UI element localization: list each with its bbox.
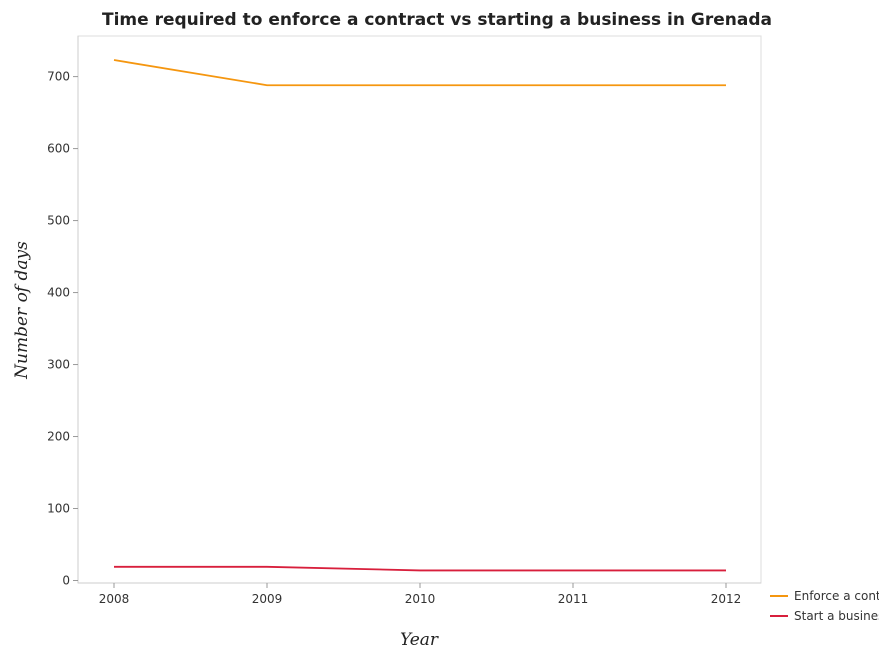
x-axis: 2008 2009 2010 2011 2012 <box>78 582 761 606</box>
y-tick-label: 200 <box>47 430 70 444</box>
y-tick-label: 600 <box>47 142 70 156</box>
x-tick-label: 2008 <box>99 592 130 606</box>
series-layer <box>113 59 727 572</box>
x-tick-label: 2012 <box>711 592 742 606</box>
y-tick-label: 400 <box>47 286 70 300</box>
y-axis-label: Number of days <box>12 241 32 380</box>
plot-area <box>77 35 762 584</box>
chart-title: Time required to enforce a contract vs s… <box>102 10 772 30</box>
y-tick-label: 500 <box>47 214 70 228</box>
x-axis-label: Year <box>400 630 439 650</box>
legend-label: Start a business <box>794 609 879 623</box>
y-tick-label: 0 <box>62 574 70 588</box>
x-tick-label: 2011 <box>558 592 589 606</box>
y-tick-label: 700 <box>47 70 70 84</box>
y-axis: 0 100 200 300 400 500 600 700 <box>47 36 79 588</box>
x-tick-label: 2009 <box>252 592 283 606</box>
x-tick-label: 2010 <box>405 592 436 606</box>
legend-label: Enforce a contract <box>794 589 879 603</box>
y-tick-label: 100 <box>47 502 70 516</box>
legend: Enforce a contract Start a business <box>770 589 879 623</box>
y-tick-label: 300 <box>47 358 70 372</box>
